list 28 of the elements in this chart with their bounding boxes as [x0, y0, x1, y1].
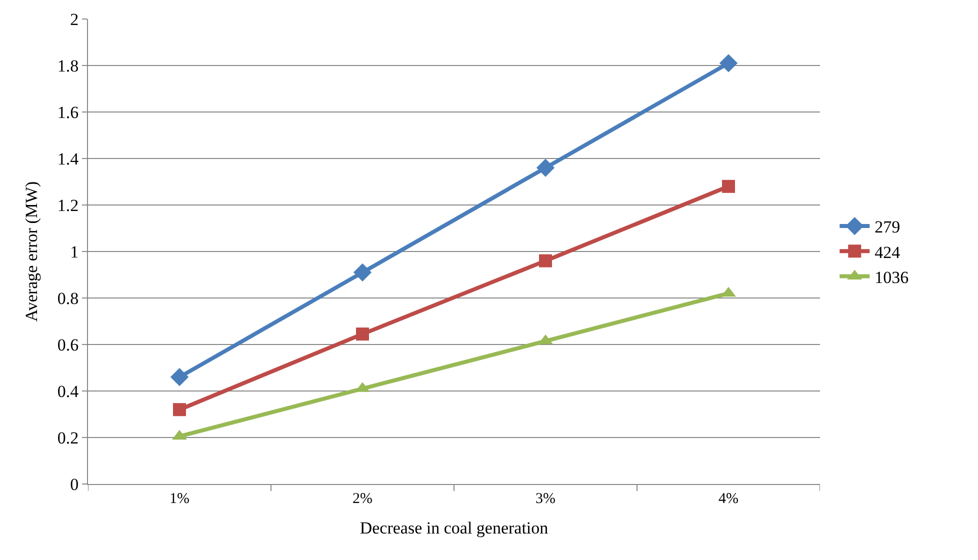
y-tick-label: 1.2	[57, 196, 79, 215]
point	[356, 328, 369, 341]
legend-label: 424	[874, 242, 901, 262]
point	[539, 254, 552, 268]
point	[722, 180, 735, 193]
x-tick-label: 4%	[718, 491, 738, 507]
point	[170, 368, 189, 386]
y-tick-label: 2	[70, 10, 79, 29]
y-tick-label: 0.2	[57, 428, 79, 448]
point	[353, 263, 372, 282]
point	[536, 158, 555, 177]
y-tick-label: 1.6	[57, 102, 79, 122]
x-tick-label: 3%	[536, 491, 556, 507]
x-tick-label: 1%	[170, 491, 190, 507]
y-tick-label: 0	[70, 474, 79, 494]
y-tick-label: 1.8	[57, 56, 79, 76]
point	[173, 403, 186, 416]
y-tick-label: 0.8	[57, 288, 79, 308]
legend-label: 1036	[874, 268, 909, 287]
y-tick-label: 1	[70, 242, 79, 262]
y-tick-label: 0.6	[57, 335, 79, 354]
x-tick-label: 2%	[352, 491, 372, 507]
y-tick-label: 0.4	[57, 382, 80, 401]
x-axis-title: Decrease in coal generation	[360, 518, 549, 538]
legend-label: 279	[874, 218, 900, 237]
y-axis-title: Average error (MW)	[22, 181, 41, 322]
point	[719, 54, 738, 72]
y-tick-label: 1.4	[57, 149, 80, 168]
